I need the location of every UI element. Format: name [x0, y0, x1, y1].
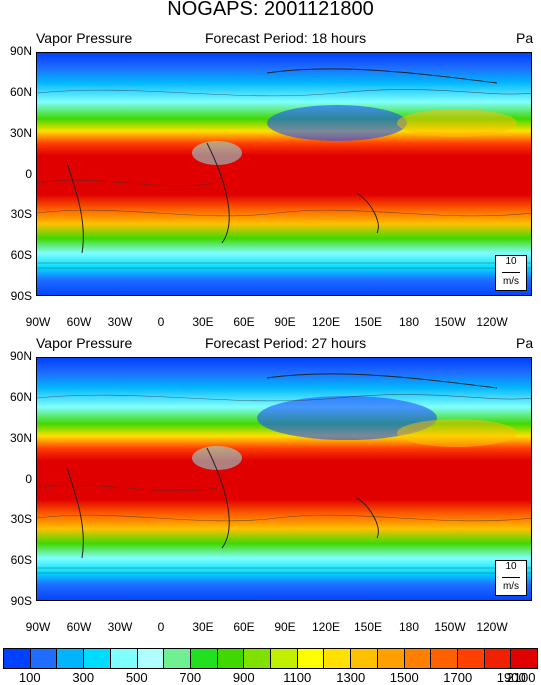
- legend-label: 500: [125, 670, 148, 685]
- legend-swatch: [57, 649, 85, 668]
- legend-swatch: [190, 649, 218, 668]
- lat-label: 30N: [9, 431, 32, 445]
- legend-label: 100: [18, 670, 41, 685]
- lon-label: 150E: [353, 315, 383, 329]
- legend-swatch: [164, 649, 191, 668]
- variable-label: Vapor Pressure: [36, 30, 133, 46]
- lon-label: 150E: [353, 620, 383, 634]
- lat-label: 60S: [10, 248, 32, 262]
- lon-label: 90W: [25, 315, 51, 329]
- lat-label: 0: [25, 472, 32, 486]
- legend-swatch: [271, 649, 298, 668]
- lon-label: 90W: [25, 620, 51, 634]
- vapor-pressure-map: 10 m/s: [36, 52, 532, 296]
- map-panel-1: Vapor Pressure Forecast Period: 18 hours…: [0, 30, 541, 330]
- lat-label: 90S: [10, 594, 32, 608]
- lon-label: 90E: [274, 315, 296, 329]
- lon-label: 60W: [66, 315, 92, 329]
- lon-label: 60E: [233, 315, 255, 329]
- lon-label: 30W: [107, 620, 133, 634]
- ref-vector-units: m/s: [502, 581, 520, 592]
- lon-label: 30E: [192, 315, 214, 329]
- lon-label: 0: [157, 620, 165, 634]
- map-field: [37, 53, 531, 295]
- lat-label: 90N: [9, 44, 32, 58]
- lat-label: 0: [25, 167, 32, 181]
- lat-label: 30N: [9, 126, 32, 140]
- legend-swatch: [404, 649, 432, 668]
- map-field: [37, 358, 531, 600]
- lat-label: 30S: [10, 207, 32, 221]
- color-legend-bar: [3, 648, 538, 669]
- legend-swatch: [484, 649, 512, 668]
- lon-label: 30E: [192, 620, 214, 634]
- lon-label: 90E: [274, 620, 296, 634]
- forecast-label: Forecast Period: 27 hours: [205, 335, 367, 351]
- ref-vector-units: m/s: [502, 276, 520, 287]
- lon-label: 180: [398, 620, 420, 634]
- lon-label: 60W: [66, 620, 92, 634]
- figure-title: NOGAPS: 2001121800: [167, 0, 374, 20]
- lat-label: 60N: [9, 85, 32, 99]
- ref-vector-value: 10: [505, 561, 517, 572]
- legend-swatch: [217, 649, 245, 668]
- lon-label: 120E: [311, 620, 341, 634]
- reference-vector-box: 10 m/s: [495, 560, 527, 596]
- map-panel-2: Vapor Pressure Forecast Period: 27 hours…: [0, 335, 541, 635]
- legend-label: 1500: [389, 670, 419, 685]
- legend-swatch: [351, 649, 378, 668]
- legend-label: 900: [232, 670, 255, 685]
- lon-label: 0: [157, 315, 165, 329]
- legend-swatch: [377, 649, 405, 668]
- lon-label: 120E: [311, 315, 341, 329]
- lon-label: 30W: [107, 315, 133, 329]
- legend-swatch: [457, 649, 485, 668]
- lat-label: 90N: [9, 349, 32, 363]
- ref-vector-value: 10: [505, 256, 517, 267]
- lon-label: 180: [398, 315, 420, 329]
- legend-swatch: [110, 649, 138, 668]
- lon-label: 150W: [434, 620, 466, 634]
- legend-label: 700: [179, 670, 202, 685]
- legend-label: 1100: [283, 670, 312, 685]
- variable-label: Vapor Pressure: [36, 335, 133, 351]
- units-label: Pa: [516, 335, 534, 351]
- lon-label: 150W: [434, 315, 466, 329]
- lon-label: 60E: [233, 620, 255, 634]
- lat-label: 90S: [10, 289, 32, 303]
- legend-swatch: [324, 649, 352, 668]
- ref-arrow-icon: [496, 573, 526, 581]
- lat-label: 60N: [9, 390, 32, 404]
- legend-label: 1700: [443, 670, 473, 685]
- legend-label: 1900: [496, 670, 526, 685]
- lon-label: 120W: [476, 620, 508, 634]
- legend-swatch: [244, 649, 272, 668]
- legend-swatch: [4, 649, 31, 668]
- legend-swatch: [137, 649, 165, 668]
- lon-label: 120W: [476, 315, 508, 329]
- vapor-pressure-map: 10 m/s: [36, 357, 532, 601]
- forecast-label: Forecast Period: 18 hours: [205, 30, 367, 46]
- reference-vector-box: 10 m/s: [495, 255, 527, 291]
- legend-label: 1300: [336, 670, 366, 685]
- legend-swatch: [297, 649, 325, 668]
- legend-swatch: [431, 649, 458, 668]
- legend-swatch: [511, 649, 538, 668]
- legend-label: 300: [72, 670, 95, 685]
- ref-arrow-icon: [496, 268, 526, 276]
- units-label: Pa: [516, 30, 534, 46]
- legend-label: 2100: [506, 670, 536, 685]
- lat-label: 60S: [10, 553, 32, 567]
- legend-swatch: [84, 649, 111, 668]
- lat-label: 30S: [10, 512, 32, 526]
- legend-swatch: [30, 649, 58, 668]
